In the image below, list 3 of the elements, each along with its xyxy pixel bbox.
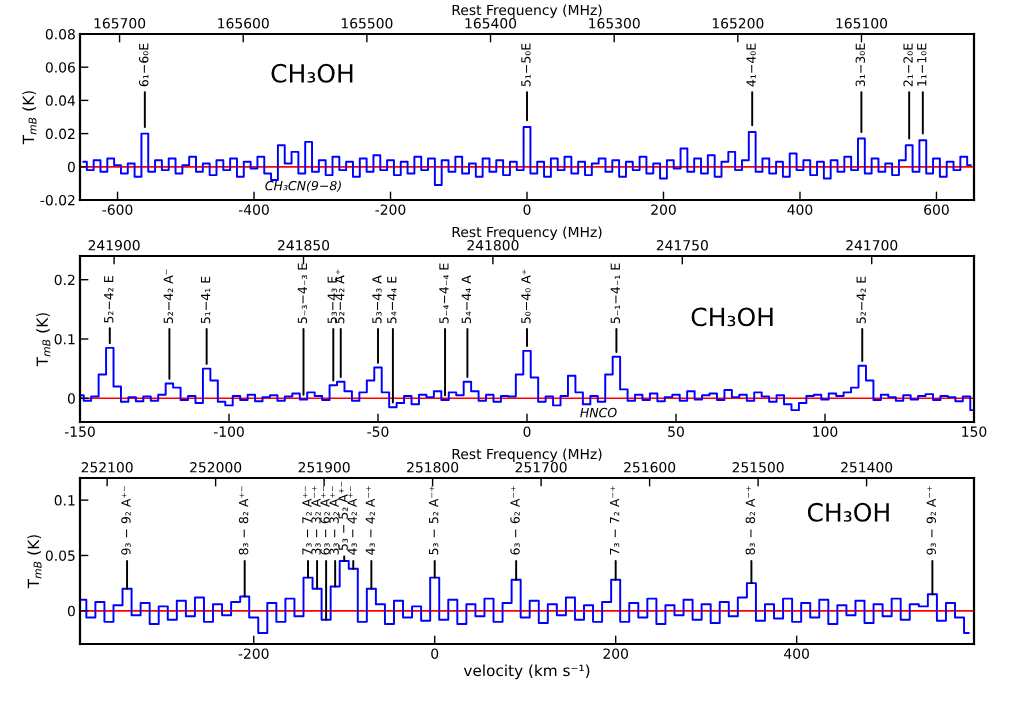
text: CH₃OH xyxy=(807,502,889,522)
text: CH₃OH xyxy=(271,63,353,83)
text: CH₃OH xyxy=(691,307,773,327)
